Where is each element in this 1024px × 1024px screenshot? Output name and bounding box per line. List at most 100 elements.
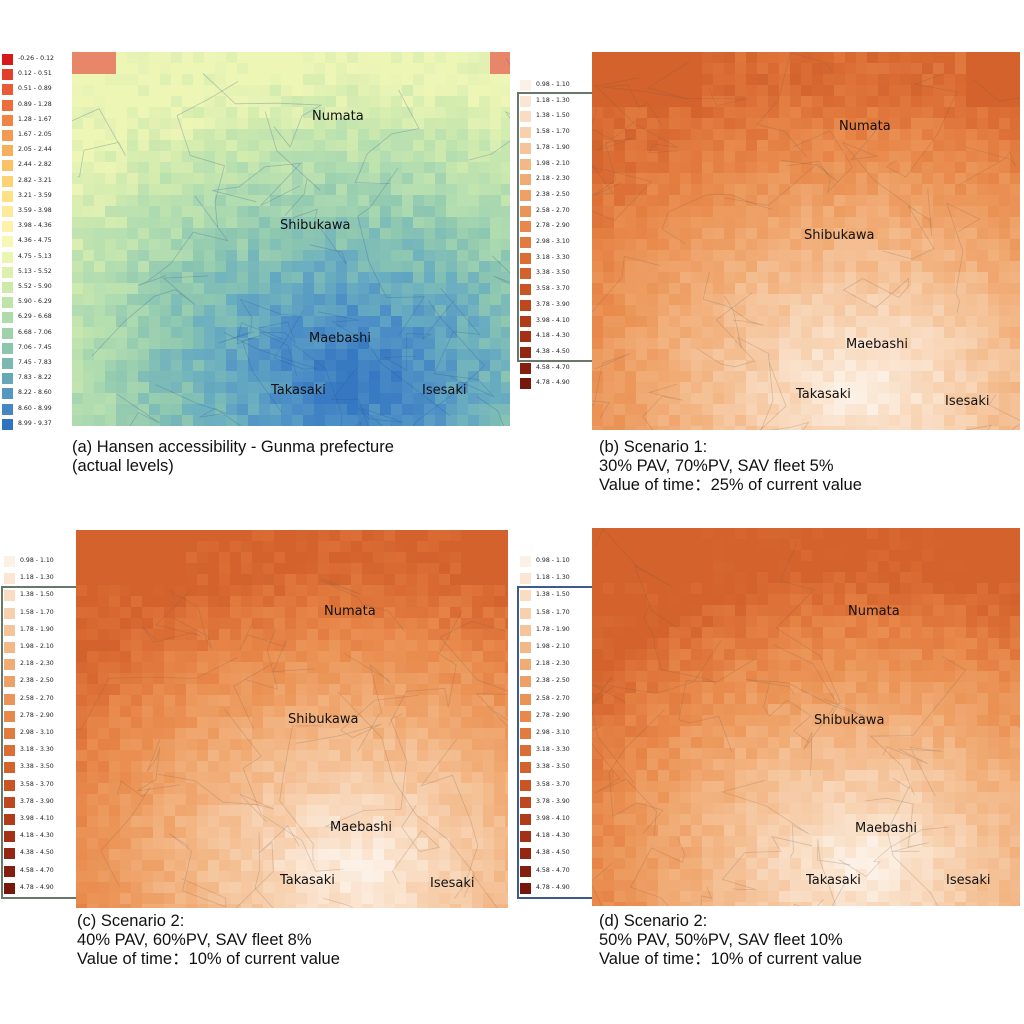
legend-label: 3.18 - 3.30: [536, 253, 570, 261]
legend-swatch: [520, 693, 531, 705]
legend-row: 2.82 - 3.21: [2, 174, 82, 190]
legend-label: 3.38 - 3.50: [536, 269, 570, 277]
legend-row: 2.38 - 2.50: [520, 188, 600, 204]
legend-swatch: [4, 831, 15, 843]
caption-d-line-1: (d) Scenario 2:: [599, 912, 708, 930]
legend-label: 2.58 - 2.70: [20, 694, 54, 702]
legend-label: 2.44 - 2.82: [18, 161, 52, 169]
legend-swatch: [2, 160, 13, 172]
legend-row: 1.98 - 2.10: [520, 640, 600, 656]
legend-row: 1.18 - 1.30: [520, 94, 600, 110]
city-label-numata: Numata: [848, 604, 900, 619]
legend-label: 5.52 - 5.90: [18, 283, 52, 290]
legend-swatch: [4, 676, 15, 688]
legend-swatch: [2, 266, 13, 278]
city-label-maebashi: Maebashi: [855, 821, 918, 836]
legend-label: 3.78 - 3.90: [536, 797, 570, 805]
legend-row: 2.58 - 2.70: [4, 692, 84, 708]
city-label-shibukawa: Shibukawa: [288, 712, 359, 727]
caption-a-line-2: (actual levels): [72, 457, 174, 475]
legend-label: 4.18 - 4.30: [536, 332, 570, 340]
legend-row: 4.78 - 4.90: [520, 881, 600, 897]
legend-swatch: [4, 848, 15, 860]
legend-label: 3.78 - 3.90: [20, 797, 54, 805]
legend-label: 1.58 - 1.70: [536, 128, 570, 136]
legend-row: 7.83 - 8.22: [2, 371, 82, 387]
caption-b-line-1: (b) Scenario 1:: [599, 438, 708, 456]
legend-label: 1.18 - 1.30: [536, 574, 570, 582]
legend-row: 4.18 - 4.30: [4, 829, 84, 845]
legend-swatch: [520, 80, 531, 91]
legend-row: 3.18 - 3.30: [4, 743, 84, 759]
caption-b-line-2: 30% PAV, 70%PV, SAV fleet 5%: [599, 457, 834, 475]
legend-label: 2.38 - 2.50: [536, 677, 570, 685]
legend-row: 8.22 - 8.60: [2, 386, 82, 402]
legend-label: 2.18 - 2.30: [536, 175, 570, 183]
caption-b: (b) Scenario 1: 30% PAV, 70%PV, SAV flee…: [599, 438, 862, 495]
legend-swatch: [2, 206, 13, 217]
legend-label: 1.78 - 1.90: [536, 143, 570, 151]
legend-label: 1.58 - 1.70: [536, 608, 570, 616]
legend-label: 2.78 - 2.90: [536, 222, 570, 230]
legend-swatch: [520, 237, 531, 248]
legend-row: 0.98 - 1.10: [4, 554, 84, 570]
legend-label: 2.58 - 2.70: [536, 206, 570, 214]
legend-swatch: [520, 779, 531, 791]
legend-highlight-box: [517, 586, 597, 899]
legend-a: -0.26 - 0.12 0.12 - 0.51 0.51 - 0.89 0.89 -…: [2, 50, 74, 430]
city-label-maebashi: Maebashi: [309, 331, 372, 346]
legend-label: 6.68 - 7.06: [18, 328, 52, 336]
legend-row: 4.75 - 5.13: [2, 250, 82, 266]
city-label-takasaki: Takasaki: [806, 873, 861, 888]
legend-row: 4.38 - 4.50: [520, 846, 600, 862]
legend-row: 3.78 - 3.90: [520, 795, 600, 811]
legend-row: 3.38 - 3.50: [520, 760, 600, 776]
legend-label: 1.98 - 2.10: [20, 643, 54, 650]
legend-swatch: [4, 590, 15, 602]
legend-label: 5.13 - 5.52: [18, 267, 52, 275]
legend-row: -0.26 - 0.12: [2, 52, 82, 68]
legend-label: 2.82 - 3.21: [18, 176, 52, 184]
legend-label: 1.67 - 2.05: [18, 131, 52, 138]
legend-swatch: [520, 728, 531, 739]
legend-row: 1.38 - 1.50: [520, 109, 600, 125]
legend-label: 4.58 - 4.70: [536, 866, 570, 874]
legend-row: 4.18 - 4.30: [520, 829, 600, 845]
legend-row: 5.90 - 6.29: [2, 295, 82, 311]
legend-highlight-box: [1, 586, 81, 899]
legend-label: 3.58 - 3.70: [20, 780, 54, 788]
legend-row: 0.51 - 0.89: [2, 82, 82, 98]
caption-c-line-3: Value of time：10% of current value: [77, 950, 340, 968]
caption-b-line-3: Value of time：25% of current value: [599, 476, 862, 494]
legend-row: 5.52 - 5.90: [2, 280, 82, 296]
legend-row: 3.78 - 3.90: [520, 298, 600, 314]
legend-swatch: [520, 624, 531, 636]
legend-swatch: [2, 251, 13, 263]
legend-swatch: [2, 388, 13, 400]
legend-row: 3.38 - 3.50: [520, 266, 600, 282]
legend-row: 3.18 - 3.30: [520, 251, 600, 267]
legend-row: 2.98 - 3.10: [520, 235, 600, 251]
legend-swatch: [4, 556, 15, 567]
legend-swatch: [4, 865, 15, 877]
legend-swatch: [520, 848, 531, 860]
legend-swatch: [2, 312, 13, 324]
legend-label: 4.18 - 4.30: [20, 832, 54, 840]
legend-row: 4.38 - 4.50: [4, 846, 84, 862]
legend-row: 1.98 - 2.10: [4, 640, 84, 656]
legend-row: 1.28 - 1.67: [2, 113, 82, 129]
map-b: Numata Shibukawa Maebashi Takasaki Isesaki: [592, 52, 1020, 430]
accessibility-raster: [76, 530, 508, 908]
legend-d: 0.98 - 1.10 1.18 - 1.30 1.38 - 1.50 1.58 - …: [517, 554, 600, 899]
city-label-numata: Numata: [324, 604, 376, 619]
legend-swatch: [520, 252, 531, 264]
legend-row: 1.98 - 2.10: [520, 157, 600, 173]
city-label-isesaki: Isesaki: [430, 876, 475, 891]
legend-swatch: [520, 556, 531, 567]
legend-label: 1.38 - 1.50: [536, 591, 570, 599]
legend-row: 0.12 - 0.51: [2, 67, 82, 83]
panel-c: 0.98 - 1.10 1.18 - 1.30 1.38 - 1.50 1.58 - …: [0, 510, 512, 1024]
legend-row: 4.38 - 4.50: [520, 345, 600, 361]
legend-label: 4.18 - 4.30: [536, 832, 570, 840]
legend-row: 1.58 - 1.70: [520, 606, 600, 622]
